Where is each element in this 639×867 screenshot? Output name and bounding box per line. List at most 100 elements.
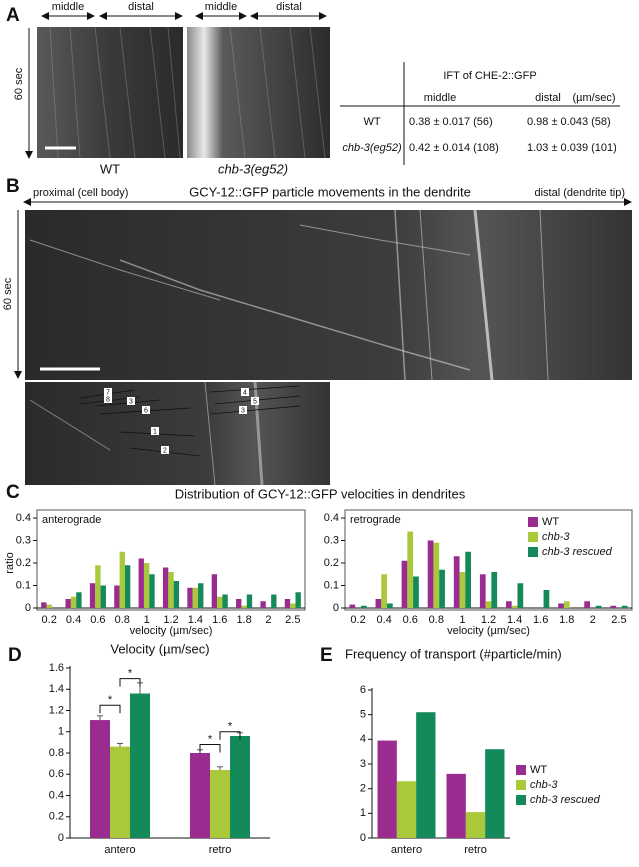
y-tick-label: 0.1: [16, 579, 31, 591]
panel-title: GCY-12::GFP particle movements in the de…: [189, 184, 471, 199]
bar: [381, 574, 388, 608]
bar: [511, 605, 518, 608]
bar: [433, 542, 440, 608]
y-tick-label: 0.3: [324, 534, 339, 546]
track-label: 2: [163, 447, 167, 454]
track-label: 4: [243, 389, 247, 396]
bar: [505, 601, 512, 608]
y-tick-label: 0.1: [324, 579, 339, 591]
y-tick-label: 0.4: [49, 789, 64, 801]
x-tick-label: 2: [265, 614, 271, 626]
axis-end-label: proximal (cell body): [33, 187, 128, 199]
bar: [210, 770, 230, 838]
legend-label: WT: [542, 516, 559, 528]
kymo-label: distal: [128, 1, 154, 13]
bar: [198, 583, 204, 608]
x-tick-label: 1: [144, 614, 150, 626]
x-tick-label: 0.4: [66, 614, 81, 626]
significance-bracket: [119, 678, 141, 687]
bar: [491, 572, 498, 608]
bar: [375, 599, 382, 608]
track-label-box: [161, 446, 169, 454]
x-tick-label: 1.8: [559, 614, 574, 626]
bar: [465, 812, 486, 838]
y-tick-label: 1: [360, 807, 366, 819]
legend-label: chb-3: [530, 779, 558, 791]
track-label: 3: [129, 398, 133, 405]
bar: [230, 736, 250, 838]
track-label-box: [239, 406, 247, 414]
bar: [95, 565, 101, 608]
bar: [485, 749, 505, 838]
bar: [100, 585, 106, 608]
x-tick-label: 1.6: [533, 614, 548, 626]
track-label-box: [251, 397, 259, 405]
bar: [41, 602, 47, 608]
y-tick-label: 3: [360, 758, 366, 770]
x-tick-label: 1.2: [481, 614, 496, 626]
table-cell: 0.42 ± 0.014 (108): [409, 142, 499, 154]
plot-frame: [344, 509, 633, 611]
bar: [46, 604, 52, 608]
bar: [76, 592, 82, 608]
significance-star: *: [128, 668, 133, 680]
bar: [465, 551, 472, 608]
significance-bracket: [199, 744, 221, 753]
chart-subtitle: retrograde: [350, 514, 401, 526]
kymo-label: distal: [276, 1, 302, 13]
table-header: middle: [424, 92, 456, 104]
y-tick-label: 4: [360, 733, 366, 745]
bar: [271, 594, 277, 608]
y-tick-label: 0: [360, 832, 366, 844]
bar: [110, 746, 130, 838]
bar: [407, 531, 414, 608]
bar: [260, 601, 266, 608]
bar: [413, 576, 419, 608]
x-tick-label: 1.6: [212, 614, 227, 626]
y-tick-label: 1.2: [49, 704, 64, 716]
x-tick-label: 0.8: [429, 614, 444, 626]
x-axis-label: velocity (µm/sec): [130, 625, 213, 637]
x-tick-label: antero: [104, 844, 135, 856]
bar: [246, 594, 253, 608]
y-tick-label: 2: [360, 783, 366, 795]
track-label-box: [104, 395, 112, 403]
bar: [401, 560, 408, 608]
x-tick-label: 0.4: [376, 614, 391, 626]
y-label: 60 sec: [2, 277, 14, 310]
plot-frame: [36, 509, 306, 611]
track-label-box: [151, 427, 159, 435]
bar: [584, 601, 590, 608]
bar: [479, 574, 486, 608]
track-labels: 78 3 6 1 2 45 3: [104, 388, 259, 454]
axis-end-label: distal (dendrite tip): [535, 187, 626, 199]
legend-swatch: [528, 517, 538, 527]
track-label: 8: [106, 396, 110, 403]
bar: [427, 540, 434, 608]
x-tick-label: 0.8: [115, 614, 130, 626]
bar: [168, 572, 174, 608]
bar: [138, 558, 144, 608]
bar: [162, 567, 169, 608]
table-cell: 0.98 ± 0.043 (58): [527, 116, 611, 128]
bar: [377, 740, 397, 838]
legend-label: chb-3: [542, 531, 570, 543]
kymo-label: middle: [52, 1, 84, 13]
y-tick-label: 1.4: [49, 683, 64, 695]
track-label-box: [142, 406, 150, 414]
bar: [621, 605, 628, 608]
bar: [90, 720, 110, 838]
bar: [190, 753, 210, 838]
bar: [130, 693, 150, 838]
bar: [446, 773, 466, 838]
legend-label: chb-3 rescued: [530, 794, 601, 806]
kymograph: [25, 210, 632, 380]
bar: [517, 583, 524, 608]
track-label-box: [241, 388, 249, 396]
bar: [241, 605, 247, 608]
bar: [284, 599, 291, 608]
y-tick-label: 0: [58, 832, 64, 844]
kymo-streaks: [49, 26, 326, 159]
table-header: (µm/sec): [572, 92, 615, 104]
bar: [543, 590, 550, 608]
